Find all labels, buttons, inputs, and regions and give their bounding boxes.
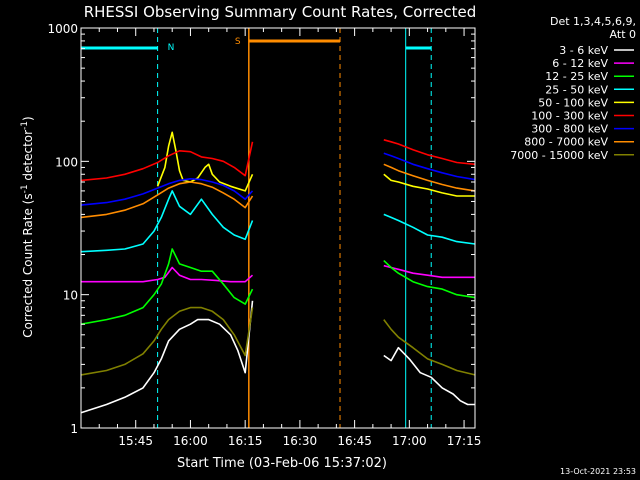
legend-label: 7000 - 15000 keV bbox=[510, 149, 608, 162]
y-tick-label: 10 bbox=[63, 289, 78, 303]
legend-header-line-2: Att 0 bbox=[610, 28, 636, 41]
series-line-8 bbox=[383, 319, 476, 376]
y-tick-label: 100 bbox=[55, 155, 78, 169]
series-line-0 bbox=[383, 346, 475, 406]
legend-label: 6 - 12 keV bbox=[552, 57, 608, 70]
series-line-8 bbox=[80, 306, 254, 376]
x-tick-label: 16:00 bbox=[173, 434, 208, 448]
legend-label: 800 - 7000 keV bbox=[524, 136, 608, 149]
y-axis-label-mid: detector bbox=[21, 130, 35, 185]
series-line-2 bbox=[383, 260, 476, 299]
series-line-5 bbox=[80, 141, 254, 182]
axes-layer: 1 10 100 1000 15:45 16:00 16:15 16:30 16:45 17:00… bbox=[47, 22, 481, 448]
saa-label: S bbox=[235, 37, 241, 47]
legend-label: 100 - 300 keV bbox=[531, 110, 608, 123]
y-tick-label: 1000 bbox=[47, 22, 78, 36]
night-label: N bbox=[168, 43, 175, 53]
legend-label: 25 - 50 keV bbox=[545, 83, 608, 96]
series-line-7 bbox=[80, 181, 254, 219]
plot-frame bbox=[80, 27, 476, 429]
series-line-4 bbox=[383, 173, 475, 197]
series-line-3 bbox=[80, 190, 254, 253]
y-axis-label-sup1: -1 bbox=[20, 184, 30, 193]
legend-header-line-1: Det 1,3,4,5,6,9, bbox=[550, 15, 636, 28]
x-tick-label: 16:15 bbox=[228, 434, 263, 448]
x-tick-label: 16:30 bbox=[283, 434, 318, 448]
series-line-5 bbox=[383, 139, 476, 166]
y-tick-label: 1 bbox=[70, 422, 78, 436]
timestamp: 13-Oct-2021 23:53 bbox=[560, 467, 636, 476]
x-tick-label: 17:15 bbox=[447, 434, 482, 448]
legend-label: 3 - 6 keV bbox=[559, 44, 608, 57]
y-axis-label-main: Corrected Count Rate (s bbox=[21, 193, 35, 337]
series-line-4 bbox=[156, 131, 254, 192]
x-axis-label: Start Time (03-Feb-06 15:37:02) bbox=[177, 456, 387, 471]
x-tick-label: 15:45 bbox=[118, 434, 153, 448]
y-axis-label-sup2: -1 bbox=[20, 121, 30, 130]
series-line-6 bbox=[80, 178, 254, 206]
series-layer bbox=[80, 131, 476, 414]
y-axis-label: Corrected Count Rate (s-1 detector-1) bbox=[20, 116, 35, 337]
series-line-1 bbox=[81, 266, 254, 283]
y-axis-label-end: ) bbox=[21, 116, 35, 121]
legend-label: 50 - 100 keV bbox=[538, 96, 608, 109]
series-line-3 bbox=[383, 213, 476, 245]
legend-label: 12 - 25 keV bbox=[545, 70, 608, 83]
x-tick-label: 16:45 bbox=[337, 434, 372, 448]
legend-label: 300 - 800 keV bbox=[531, 123, 608, 136]
x-tick-label: 17:00 bbox=[392, 434, 427, 448]
chart-title: RHESSI Observing Summary Count Rates, Co… bbox=[84, 3, 477, 21]
series-line-2 bbox=[80, 248, 254, 325]
series-line-7 bbox=[383, 163, 476, 192]
series-line-6 bbox=[383, 152, 476, 181]
series-line-0 bbox=[80, 300, 254, 414]
